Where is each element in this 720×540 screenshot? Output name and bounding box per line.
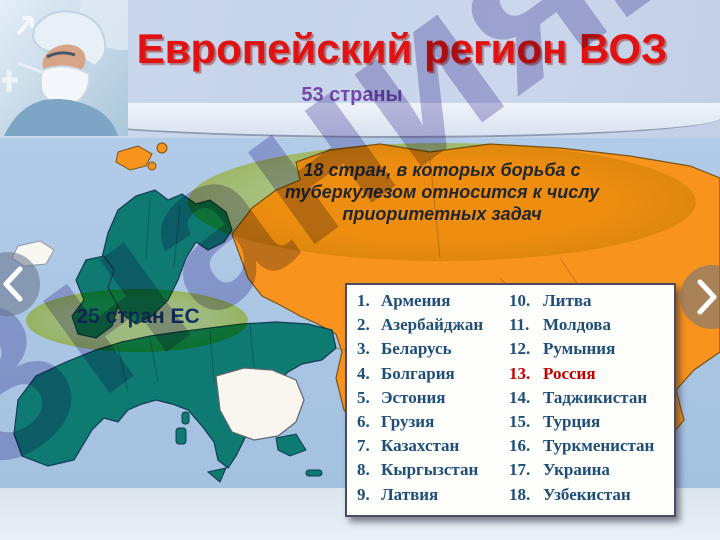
shoulders (4, 99, 118, 136)
greece (275, 433, 307, 457)
country-item: 15. Турция (509, 411, 601, 431)
country-item: 5. Эстония (357, 387, 446, 407)
country-item: 16. Туркменистан (509, 436, 655, 456)
country-item: 18. Узбекистан (509, 484, 631, 504)
arrow-up-right-icon (16, 16, 34, 36)
country-item: 14. Таджикистан (509, 387, 648, 407)
sicily (206, 467, 227, 483)
mask-strap (17, 61, 45, 75)
priority-callout-ellipse (188, 143, 696, 261)
callout-line-1: 18 стран, в которых борьба с (303, 160, 581, 180)
callout-line-2: туберкулезом относится к числу (284, 182, 600, 202)
country-item: 11. Молдова (509, 315, 611, 335)
cross-icon (2, 70, 18, 92)
eu-ellipse (26, 289, 248, 352)
country-borders (145, 197, 181, 269)
country-item: 10. Литва (509, 291, 592, 310)
country-item: 7. Казахстан (357, 436, 460, 456)
chevron-left-icon (3, 266, 23, 302)
country-item: 1. Армения (357, 291, 451, 310)
corsica (181, 411, 190, 425)
country-list-box: 1. Армения 2. Азербайджан 3. Беларусь 4. Бол… (345, 283, 676, 517)
surgical-cap (31, 10, 107, 68)
glasses (46, 51, 76, 59)
priority-callout-text: 18 стран, в которых борьба с туберкулезо… (200, 159, 684, 225)
iceland (115, 145, 153, 171)
country-item: 8. Кыргызстан (357, 460, 479, 480)
callout-line-3: приоритетных задач (342, 204, 542, 224)
island (156, 142, 168, 154)
country-item: 17. Украина (509, 460, 610, 480)
slide-title: Европейский регион ВОЗ (136, 25, 668, 72)
crete (305, 469, 323, 477)
country-borders (117, 325, 255, 393)
eu-label: 25 стран ЕС (76, 305, 200, 328)
country-item: 4. Болгария (357, 363, 455, 383)
sardinia (175, 427, 187, 445)
country-item: 3. Беларусь (357, 339, 452, 359)
country-item: 12. Румыния (509, 339, 616, 359)
island (147, 161, 157, 171)
country-list-left-column: 1. Армения 2. Азербайджан 3. Беларусь 4. Бол… (357, 291, 509, 511)
country-list-right-column: 10. Литва 11. Молдова 12. Румыния 13. Россия… (509, 291, 672, 511)
slide-subtitle: 53 страны (301, 84, 403, 106)
chevron-right-icon (697, 279, 717, 315)
country-item: 2. Азербайджан (357, 315, 484, 335)
country-item: 6. Грузия (357, 411, 435, 431)
country-item: 9. Латвия (357, 484, 439, 504)
balkans-white (215, 367, 305, 441)
country-item-russia: 13. Россия (509, 363, 596, 383)
